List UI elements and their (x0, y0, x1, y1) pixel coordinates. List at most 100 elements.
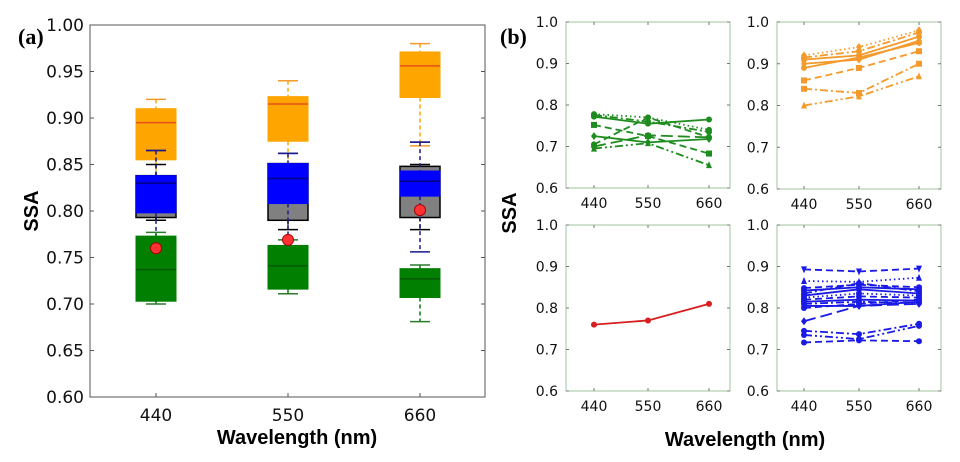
marker-circle (706, 134, 712, 141)
marker-circle (591, 111, 597, 118)
y-tick-label: 0.75 (46, 249, 84, 269)
y-tick-label: 0.70 (46, 295, 84, 315)
series-line (803, 29, 920, 57)
marker-circle (591, 321, 597, 328)
marker-circle (916, 322, 922, 329)
y-tick-label: 0.6 (536, 384, 558, 400)
marker-circle (645, 114, 651, 121)
marker-square (856, 64, 862, 71)
y-tick-label: 0.60 (46, 388, 84, 408)
box-body (267, 163, 309, 205)
marker-circle (801, 64, 807, 71)
y-tick-label: 0.80 (46, 202, 84, 222)
subplot-red: 0.6 0.7 0.8 0.9 1.0 440 550 660 (536, 218, 731, 415)
subplot-frame (565, 224, 731, 392)
subplot-green: 0.6 0.7 0.8 0.9 1.0 440 550 660 (536, 15, 731, 212)
marker-triangle (801, 277, 807, 285)
marker-triangle (591, 144, 597, 152)
marker-diamond (856, 301, 862, 310)
x-tick-label: 440 (581, 196, 608, 212)
y-tick-label: 0.8 (747, 301, 769, 317)
marker-circle (645, 118, 651, 125)
marker-circle (801, 305, 807, 311)
marker-triangle (916, 72, 922, 80)
marker-triangle-down (856, 268, 862, 276)
y-tick-label: 0.8 (536, 301, 558, 317)
y-axis-label-b: SSA (499, 192, 521, 233)
marker-triangle-down (801, 266, 807, 274)
x-tick-label: 660 (404, 406, 436, 426)
box-blue-440 (135, 149, 177, 274)
marker-diamond (591, 132, 597, 141)
box-body (267, 244, 309, 290)
x-tick-label: 440 (791, 399, 818, 415)
box-green-440 (135, 231, 177, 305)
marker-square (916, 60, 922, 67)
y-tick-label: 0.8 (747, 99, 769, 115)
marker-circle (706, 116, 712, 123)
marker-diamond (916, 299, 922, 308)
marker-circle (856, 280, 862, 287)
box-body (135, 235, 177, 302)
marker-circle (916, 29, 922, 36)
panel-a: (a) 0.60 0.65 0.70 0.75 0.80 0.85 0.90 0.95 1.00 4… (18, 16, 486, 449)
marker-circle (856, 337, 862, 344)
y-tick-label: 0.9 (747, 57, 769, 73)
mean-point (282, 233, 294, 246)
panel-b: (b) SSA Wavelength (nm) 0.6 0.7 0.8 0.9 1.0 440 5… (499, 15, 942, 451)
y-tick-label: 0.85 (46, 156, 84, 176)
x-tick-label: 440 (140, 406, 172, 426)
marker-triangle (706, 161, 712, 169)
marker-square (916, 48, 922, 55)
series-line (803, 324, 920, 341)
x-tick-label: 440 (791, 197, 818, 213)
marker-circle (856, 286, 862, 293)
marker-triangle (916, 273, 922, 281)
marker-circle (801, 327, 807, 334)
x-axis-label-b: Wavelength (nm) (665, 429, 825, 451)
y-axis-label: SSA (21, 190, 43, 231)
subplot-blue: 0.6 0.7 0.8 0.9 1.0 440 550 660 (747, 218, 942, 415)
marker-square (801, 85, 807, 92)
box-orange-550 (267, 80, 309, 194)
x-tick-label: 550 (272, 406, 304, 426)
subplot-frame (565, 21, 731, 189)
x-tick-label: 660 (906, 399, 933, 415)
marker-triangle (856, 92, 862, 100)
y-tick-label: 0.7 (747, 140, 769, 156)
x-axis-label: Wavelength (nm) (217, 427, 377, 449)
marker-circle (856, 54, 862, 61)
box-green-660 (399, 264, 441, 323)
marker-circle (856, 48, 862, 55)
y-tick-label: 0.6 (747, 182, 769, 198)
marker-square (801, 77, 807, 84)
marker-triangle-down (916, 265, 922, 273)
x-tick-label: 550 (846, 399, 873, 415)
marker-circle (801, 56, 807, 63)
y-tick-label: 1.0 (536, 15, 558, 31)
mean-point (150, 242, 162, 255)
box-body (399, 51, 441, 99)
box-orange-660 (399, 42, 441, 147)
y-tick-label: 0.9 (536, 57, 558, 73)
y-tick-label: 0.9 (536, 260, 558, 276)
marker-circle (916, 33, 922, 40)
y-tick-label: 1.0 (747, 218, 769, 234)
box-body (399, 268, 441, 298)
box-body (135, 175, 177, 214)
x-tick-label: 550 (635, 196, 662, 212)
x-tick-label: 660 (906, 197, 933, 213)
x-tick-label: 550 (635, 399, 662, 415)
box-green-550 (267, 239, 309, 295)
marker-circle (916, 296, 922, 303)
marker-diamond (801, 317, 807, 326)
y-tick-label: 0.7 (747, 343, 769, 359)
y-tick-label: 0.95 (46, 63, 84, 83)
y-tick-label: 0.8 (536, 98, 558, 114)
marker-circle (645, 317, 651, 324)
marker-circle (801, 339, 807, 346)
y-tick-label: 0.9 (747, 260, 769, 276)
y-tick-label: 1.0 (536, 218, 558, 234)
y-tick-label: 0.65 (46, 342, 84, 362)
